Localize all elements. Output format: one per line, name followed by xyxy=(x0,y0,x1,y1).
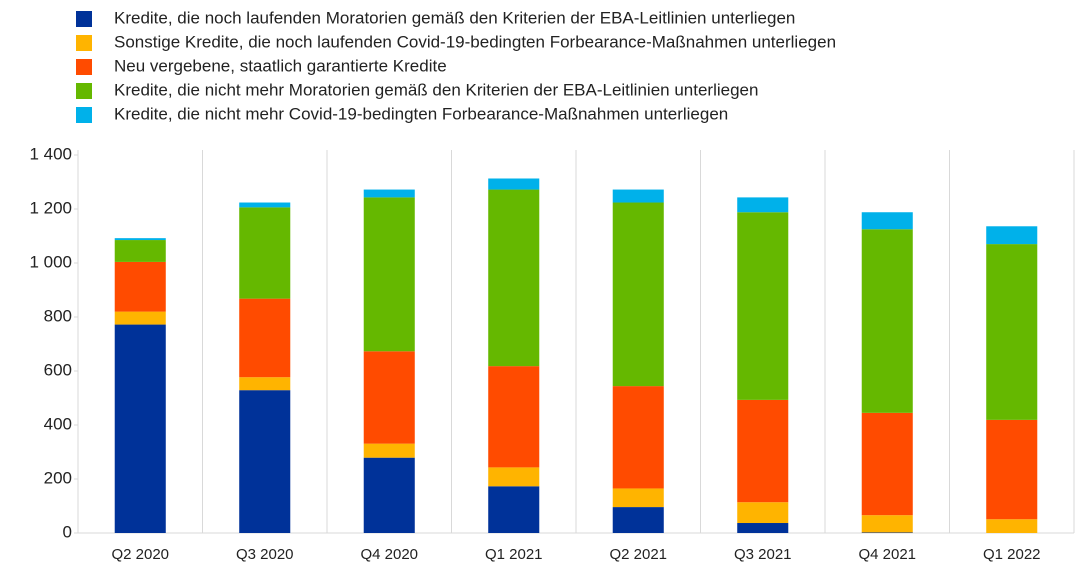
bar-segment xyxy=(861,532,913,533)
x-tick-label: Q4 2021 xyxy=(858,546,916,563)
legend-label: Kredite, die nicht mehr Moratorien gemäß… xyxy=(114,80,758,99)
bar-segment xyxy=(612,189,664,203)
legend-label: Kredite, die noch laufenden Moratorien g… xyxy=(114,8,795,27)
legend-swatch xyxy=(76,59,92,75)
bar-segment xyxy=(363,351,415,444)
bar-segment xyxy=(363,197,415,352)
y-tick-label: 600 xyxy=(44,360,72,379)
legend-label: Sonstige Kredite, die noch laufenden Cov… xyxy=(114,32,836,51)
x-tick-label: Q2 2020 xyxy=(111,546,169,563)
y-tick-label: 1 400 xyxy=(29,144,72,163)
x-tick-label: Q3 2020 xyxy=(236,546,294,563)
y-tick-label: 400 xyxy=(44,414,72,433)
y-tick-label: 200 xyxy=(44,468,72,487)
bar-segment xyxy=(239,298,291,378)
bar-segment xyxy=(114,261,166,312)
x-tick-label: Q3 2021 xyxy=(734,546,792,563)
bar-segment xyxy=(114,240,166,262)
y-tick-label: 1 000 xyxy=(29,252,72,271)
bar-segment xyxy=(239,377,291,391)
bar-segment xyxy=(239,390,291,533)
bar-segment xyxy=(986,244,1038,420)
bar-segment xyxy=(986,519,1038,533)
bar-segment xyxy=(363,457,415,533)
bar-segment xyxy=(488,467,540,487)
bar-segment xyxy=(737,523,789,533)
bar-segment xyxy=(861,229,913,413)
legend-swatch xyxy=(76,83,92,99)
bar-segment xyxy=(737,212,789,400)
x-tick-label: Q1 2021 xyxy=(485,546,543,563)
bar-segment xyxy=(861,412,913,516)
bar-segment xyxy=(363,443,415,458)
y-tick-label: 0 xyxy=(63,522,72,541)
x-tick-label: Q4 2020 xyxy=(360,546,418,563)
x-tick-label: Q2 2021 xyxy=(609,546,667,563)
bar-segment xyxy=(488,486,540,533)
legend-swatch xyxy=(76,35,92,51)
legend-swatch xyxy=(76,107,92,123)
y-tick-label: 800 xyxy=(44,306,72,325)
bar-segment xyxy=(114,311,166,325)
bar-segment xyxy=(737,197,789,213)
bar-segment xyxy=(488,366,540,468)
bar-segment xyxy=(612,202,664,387)
bar-segment xyxy=(239,202,291,208)
bar-segment xyxy=(114,324,166,533)
bar-segment xyxy=(488,178,540,190)
legend-label: Neu vergebene, staatlich garantierte Kre… xyxy=(114,56,447,75)
bar-segment xyxy=(861,515,913,533)
legend-label: Kredite, die nicht mehr Covid-19-bedingt… xyxy=(114,104,728,123)
bar-segment xyxy=(612,386,664,489)
bar-segment xyxy=(363,189,415,198)
bar-segment xyxy=(861,212,913,230)
legend-swatch xyxy=(76,11,92,27)
bar-segment xyxy=(737,399,789,503)
x-tick-label: Q1 2022 xyxy=(983,546,1041,563)
bar-segment xyxy=(986,226,1038,245)
bar-segment xyxy=(239,207,291,299)
bar-segment xyxy=(488,189,540,367)
bar-segment xyxy=(737,502,789,524)
bar-segment xyxy=(986,419,1038,520)
bar-segment xyxy=(114,238,166,241)
bar-segment xyxy=(612,488,664,508)
bar-segment xyxy=(612,507,664,533)
y-tick-label: 1 200 xyxy=(29,198,72,217)
